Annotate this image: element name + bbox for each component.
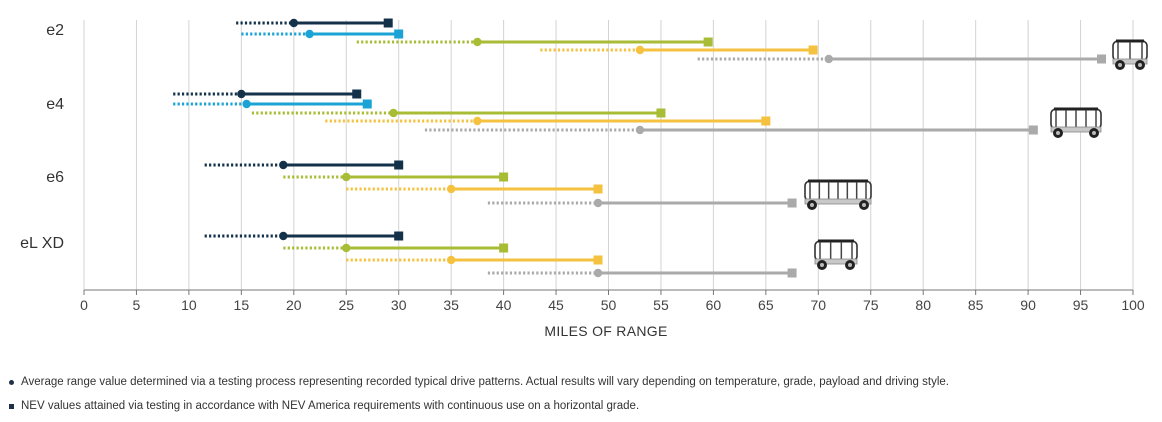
nev-marker	[703, 37, 713, 47]
x-tick-label: 35	[443, 297, 459, 313]
nev-marker	[808, 45, 818, 55]
vehicle-hub	[810, 203, 814, 207]
average-marker	[289, 18, 298, 28]
average-marker	[446, 184, 456, 194]
nev-marker	[362, 99, 372, 109]
four-seat-vehicle-icon	[1050, 107, 1102, 138]
average-marker	[593, 268, 603, 278]
average-marker	[824, 54, 833, 64]
vehicle-hub	[848, 263, 852, 267]
vehicle-hub	[1056, 131, 1060, 135]
nev-marker	[352, 89, 362, 99]
model-label-2: e6	[46, 169, 64, 186]
average-marker	[237, 89, 246, 99]
vehicle-floor	[1112, 58, 1148, 65]
footnote-nev: NEV values attained via testing in accor…	[4, 398, 1154, 414]
model-label-3: eL XD	[20, 235, 64, 252]
average-marker	[342, 243, 351, 253]
square-marker-icon	[4, 403, 19, 409]
nev-marker	[593, 184, 603, 194]
x-tick-label: 65	[758, 297, 774, 313]
vehicle-hub	[820, 263, 824, 267]
x-tick-label: 15	[234, 297, 250, 313]
x-tick-label: 5	[133, 297, 141, 313]
range-chart: 0 5 10 15 20 25 30 35 40 45 50 55 60 65 70 75 80 85 90 95 10…	[20, 18, 1148, 339]
x-tick-label: 95	[1073, 297, 1089, 313]
average-marker	[279, 231, 288, 241]
average-marker	[473, 37, 482, 47]
nev-marker	[593, 255, 603, 265]
model-labels: e2 e4 e6 eL XD	[20, 22, 64, 252]
vehicle-hub	[862, 203, 866, 207]
x-tick-label: 100	[1121, 297, 1145, 313]
nev-marker	[787, 268, 797, 278]
footnotes: Average range value determined via a tes…	[4, 374, 1154, 422]
average-marker	[242, 99, 251, 109]
nev-marker	[656, 108, 666, 118]
range-bars	[173, 18, 1107, 278]
vehicle-icons	[804, 39, 1148, 270]
nev-marker	[499, 172, 509, 182]
x-tick-label: 20	[286, 297, 302, 313]
circle-marker-icon	[4, 379, 19, 385]
average-marker	[473, 116, 482, 126]
x-tick-label: 90	[1020, 297, 1036, 313]
footnote-average-text: Average range value determined via a tes…	[21, 376, 949, 388]
average-marker	[305, 29, 314, 39]
footnote-nev-text: NEV values attained via testing in accor…	[21, 400, 640, 412]
x-tick-label: 25	[338, 297, 354, 313]
x-tick-label: 0	[80, 297, 88, 313]
average-marker	[342, 172, 351, 182]
nev-marker	[761, 116, 771, 126]
x-tick-label: 80	[915, 297, 931, 313]
average-marker	[446, 255, 456, 265]
vehicle-body	[814, 240, 858, 262]
model-label-0: e2	[46, 22, 64, 39]
x-tick-label: 10	[181, 297, 197, 313]
vehicle-floor	[1050, 126, 1102, 133]
nev-marker	[394, 160, 404, 170]
vehicle-hub	[1138, 63, 1142, 67]
nev-marker	[1097, 54, 1107, 64]
x-axis: 0 5 10 15 20 25 30 35 40 45 50 55 60 65 70 75 80 85 90 95 10…	[80, 289, 1145, 313]
x-tick-label: 30	[391, 297, 407, 313]
x-tick-label: 75	[863, 297, 879, 313]
average-marker	[593, 198, 603, 208]
x-tick-label: 50	[601, 297, 617, 313]
nev-marker	[383, 18, 393, 28]
average-marker	[389, 108, 398, 118]
grid-lines	[83, 20, 1134, 290]
average-marker	[635, 125, 645, 135]
nev-marker	[787, 198, 797, 208]
nev-marker	[499, 243, 509, 253]
vehicle-hub	[1118, 63, 1122, 67]
average-marker	[635, 45, 645, 55]
nev-marker	[394, 231, 404, 241]
x-tick-label: 70	[811, 297, 827, 313]
x-tick-label: 40	[496, 297, 512, 313]
average-marker	[279, 160, 288, 170]
nev-marker	[394, 29, 404, 39]
vehicle-hub	[1092, 131, 1096, 135]
x-tick-label: 85	[968, 297, 984, 313]
vehicle-floor	[814, 258, 858, 265]
nev-marker	[1028, 125, 1038, 135]
model-label-1: e4	[46, 96, 64, 113]
utility-vehicle-icon	[814, 239, 858, 270]
vehicle-floor	[804, 198, 872, 205]
two-seat-vehicle-icon	[1112, 39, 1148, 70]
x-tick-label: 60	[706, 297, 722, 313]
x-tick-label: 55	[653, 297, 669, 313]
x-axis-title: MILES OF RANGE	[544, 323, 667, 339]
six-seat-vehicle-icon	[804, 179, 872, 210]
x-tick-label: 45	[548, 297, 564, 313]
footnote-average: Average range value determined via a tes…	[4, 374, 1154, 390]
